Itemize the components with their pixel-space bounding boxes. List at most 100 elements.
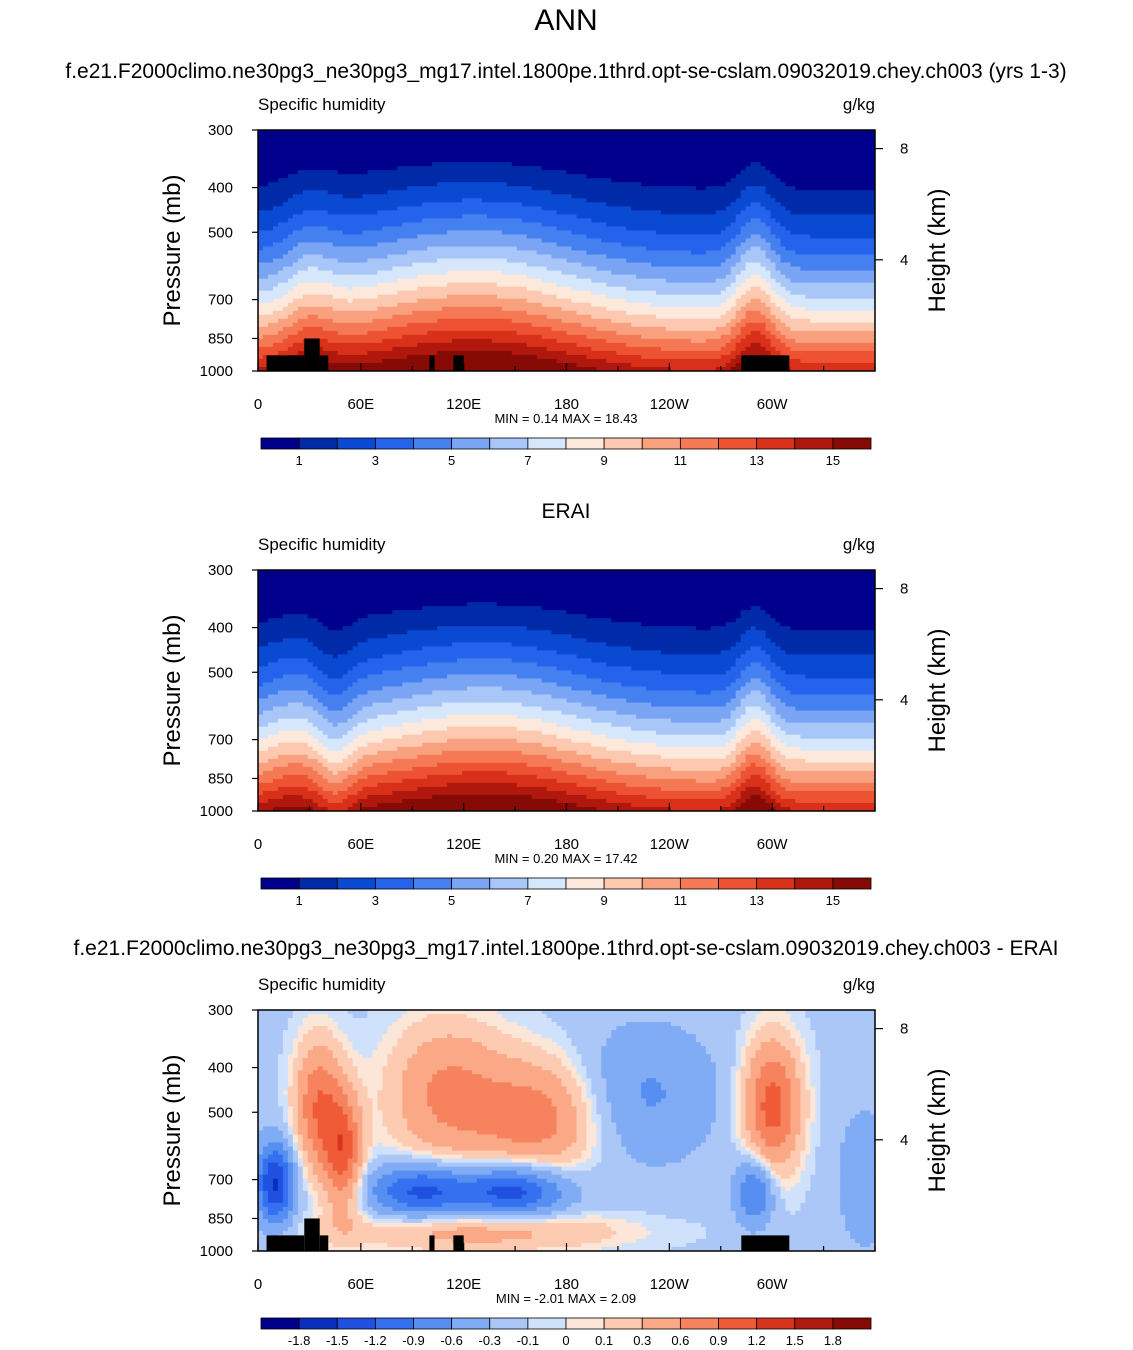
field-cell <box>377 1182 393 1188</box>
field-cell <box>342 1046 354 1051</box>
field-cell <box>566 1054 583 1059</box>
field-cell <box>367 1146 374 1152</box>
field-cell <box>755 1078 792 1083</box>
field-cell <box>616 710 732 716</box>
field-cell <box>258 802 319 808</box>
field-cell <box>287 1070 294 1075</box>
field-cell <box>621 1242 687 1248</box>
field-cell <box>810 1110 816 1116</box>
field-cell <box>322 1206 334 1212</box>
field-cell <box>790 290 875 296</box>
field-cell <box>272 1182 279 1188</box>
field-cell <box>307 1130 319 1136</box>
field-cell <box>790 1018 811 1023</box>
field-cell <box>735 678 752 684</box>
field-cell <box>805 1046 816 1051</box>
field-cell <box>586 638 742 643</box>
colorbar-swatch <box>794 437 834 450</box>
field-cell <box>775 734 801 740</box>
field-cell <box>576 1138 588 1144</box>
field-cell <box>720 290 737 296</box>
field-cell <box>292 342 418 348</box>
field-cell <box>317 1158 329 1164</box>
field-cell <box>327 806 349 811</box>
field-cell <box>740 614 772 619</box>
field-cell <box>745 310 762 316</box>
field-cell <box>347 1166 354 1172</box>
field-cell <box>715 1078 732 1083</box>
field-cell <box>258 1166 264 1172</box>
field-cell <box>307 1158 319 1164</box>
field-cell <box>287 198 463 203</box>
field-cell <box>327 1026 339 1031</box>
field-cell <box>262 1150 274 1156</box>
field-cell <box>302 1134 309 1140</box>
field-cell <box>606 1222 642 1228</box>
field-cell <box>735 1070 742 1075</box>
field-cell <box>745 1090 757 1095</box>
field-cell <box>377 1046 393 1051</box>
field-cell <box>367 1154 374 1160</box>
field-cell <box>287 1114 294 1120</box>
field-cell <box>347 754 364 760</box>
field-cell <box>277 658 309 663</box>
field-cell <box>760 662 777 667</box>
field-cell <box>352 1174 359 1180</box>
field-cell <box>715 1098 732 1103</box>
field-cell <box>775 322 787 328</box>
field-cell <box>322 346 393 352</box>
field-cell <box>815 1094 821 1099</box>
colorbar-label: 7 <box>524 453 531 468</box>
field-cell <box>432 1078 493 1083</box>
field-cell <box>576 714 637 720</box>
field-cell <box>357 1102 374 1107</box>
field-cell <box>785 246 875 252</box>
field-cell <box>740 1098 747 1103</box>
field-cell <box>780 750 875 756</box>
field-cell <box>501 1014 548 1019</box>
field-cell <box>591 1166 737 1172</box>
field-cell <box>571 1070 578 1075</box>
field-cell <box>601 1238 637 1244</box>
field-cell <box>735 1078 742 1083</box>
field-cell <box>297 1210 304 1216</box>
field-cell <box>486 1046 543 1051</box>
field-cell <box>297 1118 309 1124</box>
field-cell <box>785 206 875 211</box>
field-cell <box>810 318 875 324</box>
field-cell <box>317 1230 344 1236</box>
field-cell <box>297 1122 309 1128</box>
field-cell <box>382 1202 408 1208</box>
field-cell <box>372 1054 388 1059</box>
field-cell <box>327 1170 339 1176</box>
field-cell <box>586 1134 597 1140</box>
field-cell <box>317 1090 324 1095</box>
field-cell <box>287 1150 294 1156</box>
field-cell <box>297 1050 309 1055</box>
field-cell <box>800 1206 841 1212</box>
field-cell <box>277 1098 289 1103</box>
field-cell <box>820 1058 875 1063</box>
field-cell <box>447 230 503 236</box>
field-cell <box>670 806 722 811</box>
field-cell <box>258 586 875 591</box>
field-cell <box>805 758 875 764</box>
field-cell <box>770 726 782 732</box>
field-cell <box>710 1126 732 1132</box>
field-cell <box>367 1014 403 1019</box>
field-cell <box>596 1130 602 1136</box>
field-cell <box>765 790 777 796</box>
field-cell <box>770 674 806 680</box>
field-cell <box>357 1206 364 1212</box>
min-max-stats: MIN = 0.14 MAX = 18.43 <box>494 411 637 426</box>
field-cell <box>342 734 359 740</box>
field-cell <box>282 1106 289 1112</box>
field-cell <box>258 630 408 635</box>
field-cell <box>352 762 374 768</box>
field-cell <box>755 1082 772 1087</box>
field-cell <box>765 266 777 272</box>
field-cell <box>342 1042 354 1047</box>
field-cell <box>307 1014 329 1019</box>
field-cell <box>745 266 767 272</box>
y-axis-title: Pressure (mb) <box>159 174 186 326</box>
